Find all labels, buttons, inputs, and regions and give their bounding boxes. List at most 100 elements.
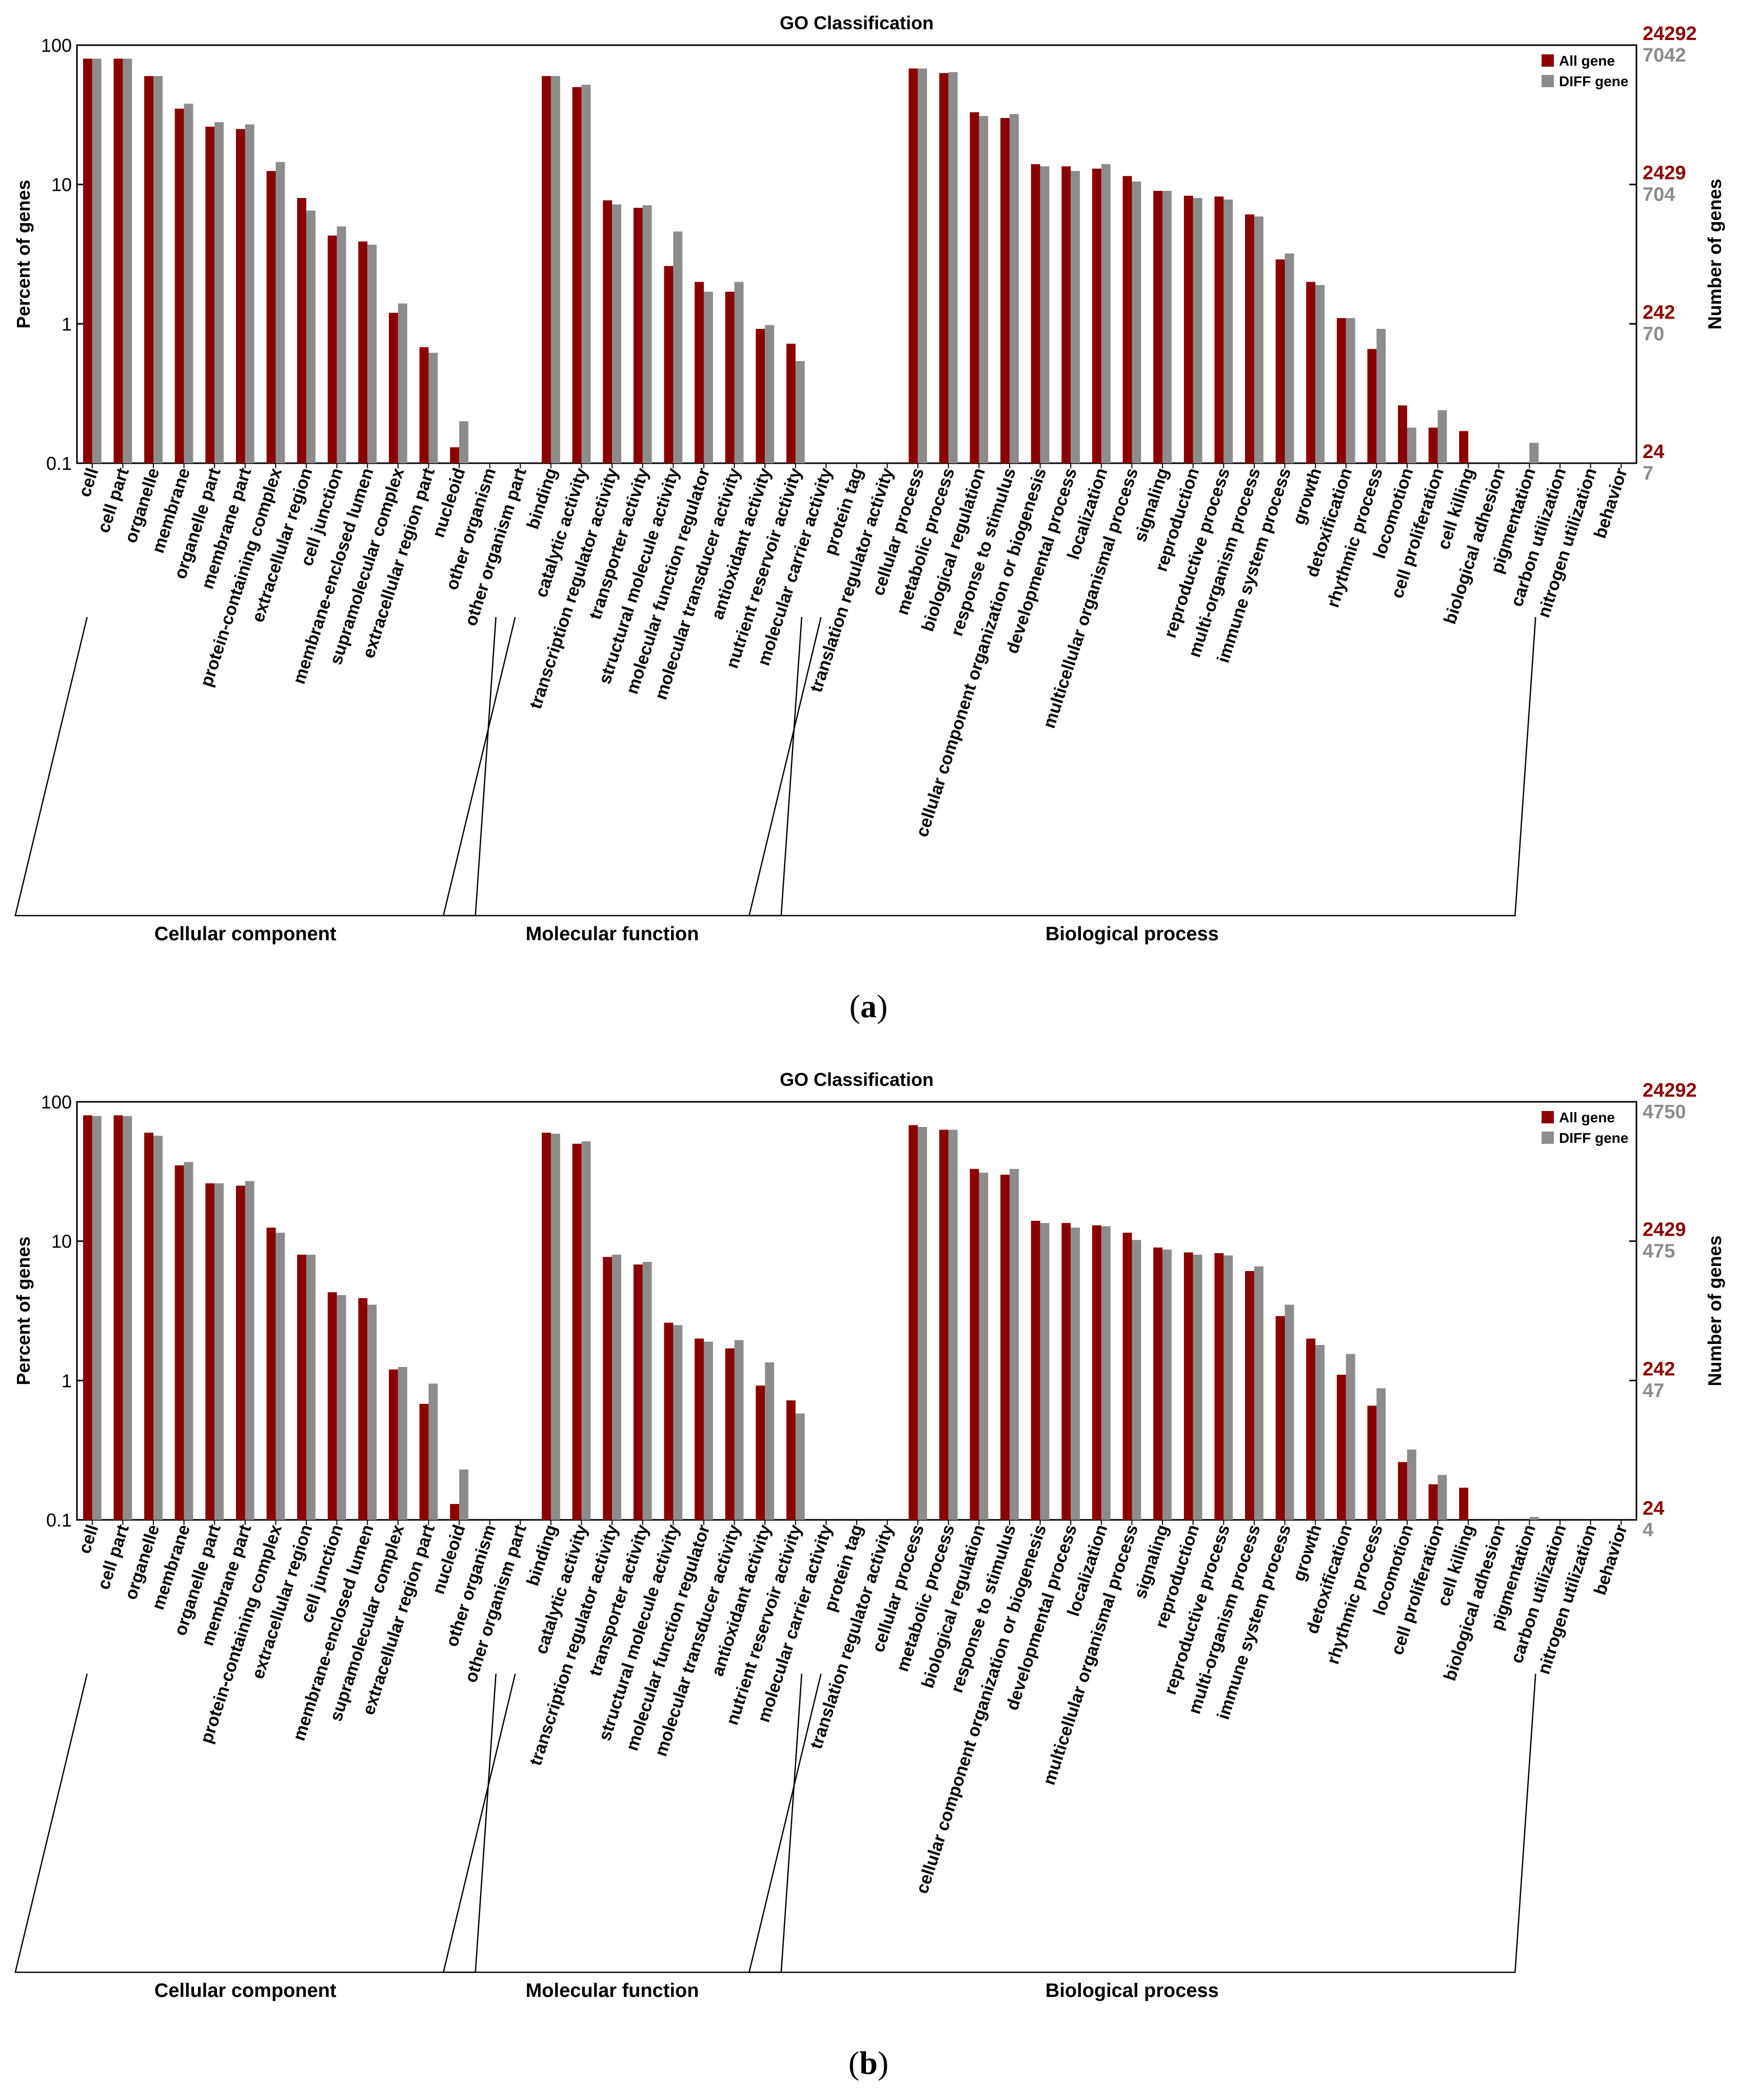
bar-all-gene	[1306, 282, 1316, 463]
bar-all-gene	[1031, 164, 1040, 464]
bar-all-gene	[1183, 1252, 1193, 1520]
bar-all-gene	[1336, 318, 1346, 463]
bar-diff-gene	[979, 116, 989, 464]
bar-diff-gene	[612, 1254, 622, 1520]
bar-diff-gene	[153, 76, 163, 463]
bar-all-gene	[419, 1403, 429, 1520]
bar-diff-gene	[1376, 1388, 1386, 1520]
group-bracket	[442, 617, 803, 917]
right-tick-all: 24	[1643, 1498, 1664, 1519]
bar-diff-gene	[612, 204, 622, 463]
group-label: Molecular function	[526, 1980, 699, 2002]
bar-diff-gene	[184, 1162, 193, 1520]
bar-diff-gene	[1132, 181, 1141, 463]
bar-all-gene	[1398, 405, 1407, 463]
bar-all-gene	[1306, 1338, 1316, 1520]
bar-diff-gene	[367, 1304, 377, 1520]
legend-swatch	[1542, 1132, 1554, 1144]
group-label: Cellular component	[154, 1980, 337, 2002]
group-label: Cellular component	[154, 923, 337, 945]
bar-diff-gene	[1071, 171, 1080, 463]
bar-all-gene	[83, 58, 92, 464]
bar-all-gene	[603, 200, 613, 463]
right-tick-all: 2429	[1643, 1219, 1686, 1241]
bar-all-gene	[542, 76, 551, 463]
bar-all-gene	[1153, 191, 1163, 464]
bar-all-gene	[1092, 1225, 1101, 1520]
group-bracket	[14, 617, 497, 917]
bar-all-gene	[327, 235, 337, 463]
bar-diff-gene	[1346, 1354, 1355, 1520]
bar-all-gene	[450, 447, 460, 463]
bar-diff-gene	[1285, 253, 1294, 463]
bar-diff-gene	[275, 1233, 285, 1520]
bar-all-gene	[1398, 1462, 1407, 1520]
bar-diff-gene	[1346, 318, 1355, 463]
bar-diff-gene	[1437, 410, 1447, 463]
bar-diff-gene	[1040, 166, 1050, 463]
right-tick-all: 24292	[1643, 1080, 1697, 1101]
bar-diff-gene	[153, 1136, 163, 1520]
bar-diff-gene	[703, 1341, 713, 1520]
panel-label-a-letter: a	[860, 988, 877, 1024]
bar-diff-gene	[337, 226, 346, 463]
bar-diff-gene	[306, 210, 315, 463]
bar-all-gene	[205, 126, 215, 463]
bar-all-gene	[939, 1130, 949, 1520]
bar-all-gene	[572, 1143, 582, 1520]
bar-diff-gene	[979, 1173, 989, 1520]
bar-all-gene	[1122, 176, 1132, 463]
y-tick-label: 10	[51, 1231, 72, 1252]
bar-all-gene	[1122, 1233, 1132, 1520]
bar-diff-gene	[703, 291, 713, 463]
bar-all-gene	[909, 1125, 918, 1520]
go-chart-a: GO Classification 100 10 1 0.1 24292 2429 242 24…	[13, 12, 1725, 945]
bar-diff-gene	[1223, 1255, 1233, 1520]
right-tick-diff: 4750	[1643, 1101, 1686, 1123]
bar-diff-gene	[245, 1181, 254, 1520]
group-bracket	[14, 1673, 497, 1973]
bar-all-gene	[1214, 1253, 1224, 1520]
bar-diff-gene	[1101, 164, 1111, 464]
bar-all-gene	[1153, 1247, 1163, 1520]
bar-all-gene	[144, 1133, 154, 1520]
bar-diff-gene	[918, 1127, 927, 1520]
bar-all-gene	[174, 1165, 184, 1520]
bar-diff-gene	[1071, 1227, 1080, 1520]
bar-all-gene	[970, 1168, 979, 1520]
bar-diff-gene	[123, 58, 132, 464]
bar-diff-gene	[459, 421, 468, 463]
y-tick-label: 10	[51, 174, 72, 195]
y-axis-label: Percent of genes	[13, 180, 34, 328]
legend-swatch	[1542, 54, 1554, 67]
group-label: Molecular function	[526, 923, 699, 945]
bar-diff-gene	[306, 1254, 315, 1520]
bar-all-gene	[174, 108, 184, 463]
right-tick-diff: 7	[1643, 463, 1653, 484]
bar-diff-gene	[1223, 199, 1233, 463]
bar-diff-gene	[948, 72, 958, 464]
legend-label: All gene	[1559, 53, 1615, 69]
right-tick-diff: 47	[1643, 1380, 1664, 1401]
chart-title: GO Classification	[780, 1069, 934, 1090]
bar-diff-gene	[1010, 1168, 1019, 1520]
bar-diff-gene	[795, 1413, 805, 1520]
bar-diff-gene	[245, 124, 254, 464]
bar-all-gene	[1031, 1220, 1040, 1520]
bar-diff-gene	[367, 244, 377, 463]
group-bracket	[748, 617, 1536, 917]
x-tick-label: growth	[1289, 466, 1326, 527]
bar-diff-gene	[1254, 1266, 1264, 1520]
panel-label-a: (a)	[849, 988, 888, 1024]
bar-diff-gene	[1437, 1475, 1447, 1520]
bar-all-gene	[1428, 1484, 1438, 1520]
x-tick-label: growth	[1289, 1522, 1326, 1584]
bar-all-gene	[633, 208, 643, 463]
bar-all-gene	[664, 266, 674, 463]
bar-all-gene	[1367, 1405, 1377, 1520]
bar-all-gene	[1061, 166, 1071, 463]
bar-all-gene	[205, 1183, 215, 1520]
bar-all-gene	[297, 197, 307, 463]
bar-all-gene	[1459, 1488, 1469, 1520]
group-bracket	[442, 1673, 803, 1973]
